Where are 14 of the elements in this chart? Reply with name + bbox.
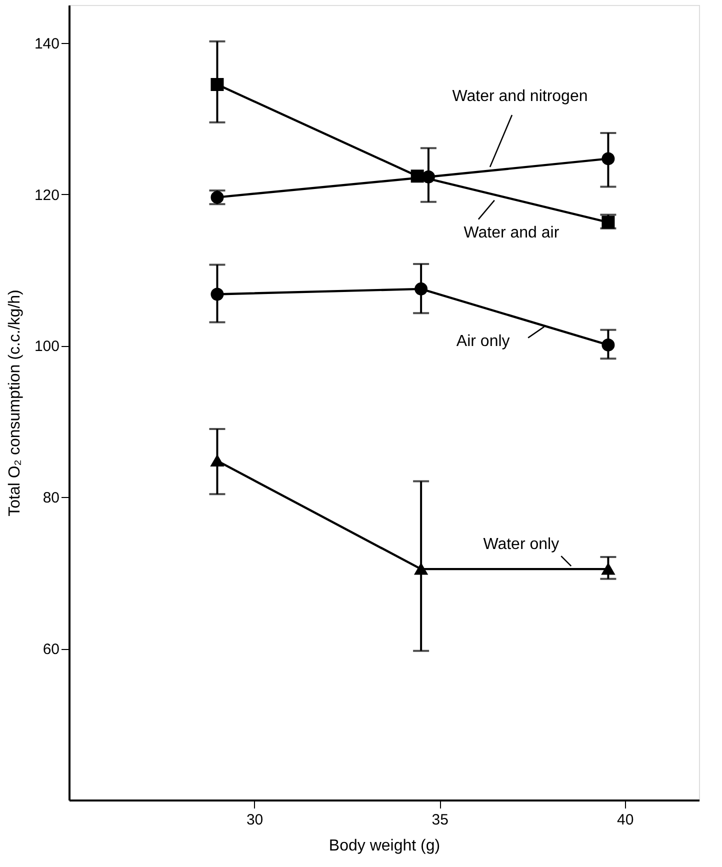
y-tick-label: 80: [42, 490, 60, 507]
y-tick-label: 100: [34, 338, 60, 356]
y-tick-label: 140: [34, 35, 60, 52]
y-tick-label: 60: [42, 641, 60, 658]
y-axis-title: Total O₂ consumption (c.c./kg/h): [6, 290, 24, 516]
x-tick-label: 35: [432, 812, 448, 828]
y-tick-label: 120: [34, 186, 60, 204]
x-tick-label: 40: [617, 812, 634, 828]
annotation: Water and nitrogen: [452, 88, 588, 106]
annotation: Air only: [456, 332, 510, 350]
annotation: Water only: [483, 536, 560, 554]
annotation: Water and air: [464, 224, 560, 242]
x-axis-title: Body weight (g): [328, 838, 440, 854]
x-tick-label: 30: [246, 812, 264, 828]
